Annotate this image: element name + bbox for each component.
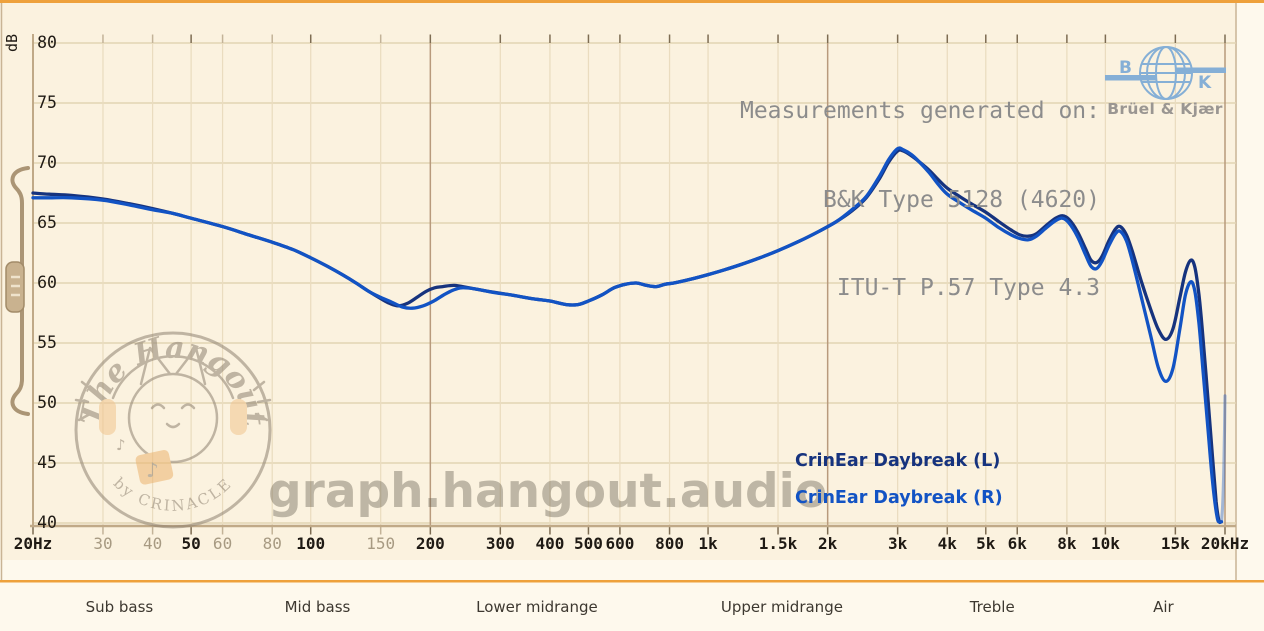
x-tick-label: 4k [937,534,957,553]
x-tick-label: 400 [535,534,565,553]
y-tick-label: 75 [37,93,57,112]
x-tick-label: 600 [605,534,635,553]
bk-logo-name: Brüel & Kjær [1107,100,1223,118]
x-tick-label: 500 [573,534,603,553]
x-tick-label: 6k [1007,534,1027,553]
x-tick-label: 1k [698,534,718,553]
chart-curves-layer [31,146,1227,525]
x-tick-label: 20Hz [13,534,53,553]
y-tick-label: 55 [37,333,57,352]
music-note-icon: ♪ [116,436,126,454]
y-tick-label: 70 [37,153,57,172]
x-tick-label: 800 [655,534,684,553]
band-label: Treble [969,598,1015,616]
top-orange-border [0,0,1264,3]
y-tick-label: 50 [37,393,57,412]
x-tick-label: 8k [1057,534,1077,553]
fr-curve-R-fade-tail [1219,394,1227,524]
bk-letter-k: K [1198,73,1212,93]
x-tick-label: 80 [262,534,282,553]
bk-logo: B K [1105,46,1226,100]
frequency-response-chart: The Hangout by CRINACLE ♪ [0,0,1264,583]
x-tick-label: 2k [818,534,838,553]
chart-background-layer [0,0,1264,583]
legend-series-left: CrinEar Daybreak (L) [795,451,1001,471]
x-tick-label: 15k [1160,534,1190,553]
x-tick-label: 50 [181,534,201,553]
x-tick-label: 60 [212,534,233,553]
band-label: Upper midrange [720,598,843,616]
left-strap-decoration [5,166,30,416]
y-tick-label: 65 [37,213,57,232]
x-tick-label: 1.5k [758,534,798,553]
x-tick-label: 300 [485,534,515,553]
band-label: Air [1153,598,1174,616]
y-tick-label: 45 [37,453,57,472]
x-tick-label: 3k [887,534,908,553]
y-tick-label: 60 [37,273,57,292]
band-label: Mid bass [284,598,351,616]
bottom-orange-border [0,580,1264,583]
y-tick-label: 80 [37,33,57,52]
strap-grip-lines [11,275,20,297]
x-tick-label: 40 [142,534,163,553]
band-label: Lower midrange [476,598,598,616]
x-tick-label: 5k [976,534,996,553]
fr-curve-R [31,146,1224,524]
x-tick-label: 150 [366,534,396,553]
x-tick-label: 100 [296,534,326,553]
x-tick-label: 200 [415,534,445,553]
legend-series-right: CrinEar Daybreak (R) [795,488,1003,508]
cat-mascot-doodle: ♪ ♪ [74,346,272,485]
x-tick-label: 10k [1090,534,1120,553]
x-tick-label: 20kHz [1200,534,1250,553]
y-tick-label: 40 [37,513,57,532]
x-tick-label: 30 [93,534,113,553]
band-label: Sub bass [85,598,154,616]
bk-letter-b: B [1119,58,1132,78]
music-note-icon: ♪ [146,458,159,482]
chart-paper-background [0,3,1236,560]
watermark-circle [74,331,272,529]
